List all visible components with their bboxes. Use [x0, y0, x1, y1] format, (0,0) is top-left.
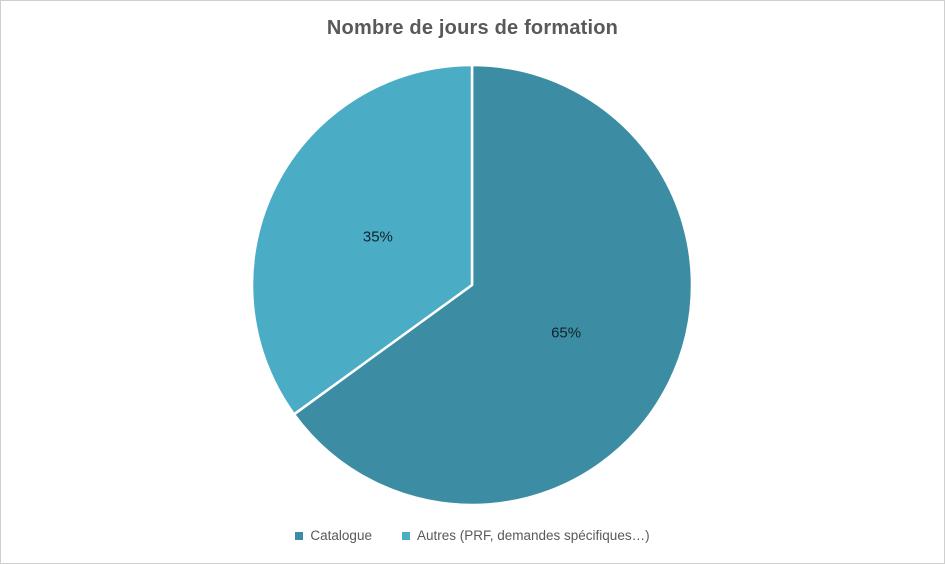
legend-item-autres: Autres (PRF, demandes spécifiques…) [401, 528, 650, 543]
legend-marker-autres-icon [401, 531, 410, 540]
legend-label-autres: Autres (PRF, demandes spécifiques…) [416, 528, 650, 543]
pie-data-label-0: 65% [551, 324, 581, 341]
legend-label-catalogue: Catalogue [310, 528, 372, 543]
pie-data-label-1: 35% [363, 229, 393, 246]
legend-item-catalogue: Catalogue [295, 528, 372, 543]
chart-title: Nombre de jours de formation [326, 17, 619, 39]
pie-slice-0 [292, 63, 694, 507]
legend-marker-catalogue-icon [295, 531, 304, 540]
pie-slice-1 [250, 63, 474, 416]
chart-legend: Catalogue Autres (PRF, demandes spécifiq… [1, 528, 944, 543]
